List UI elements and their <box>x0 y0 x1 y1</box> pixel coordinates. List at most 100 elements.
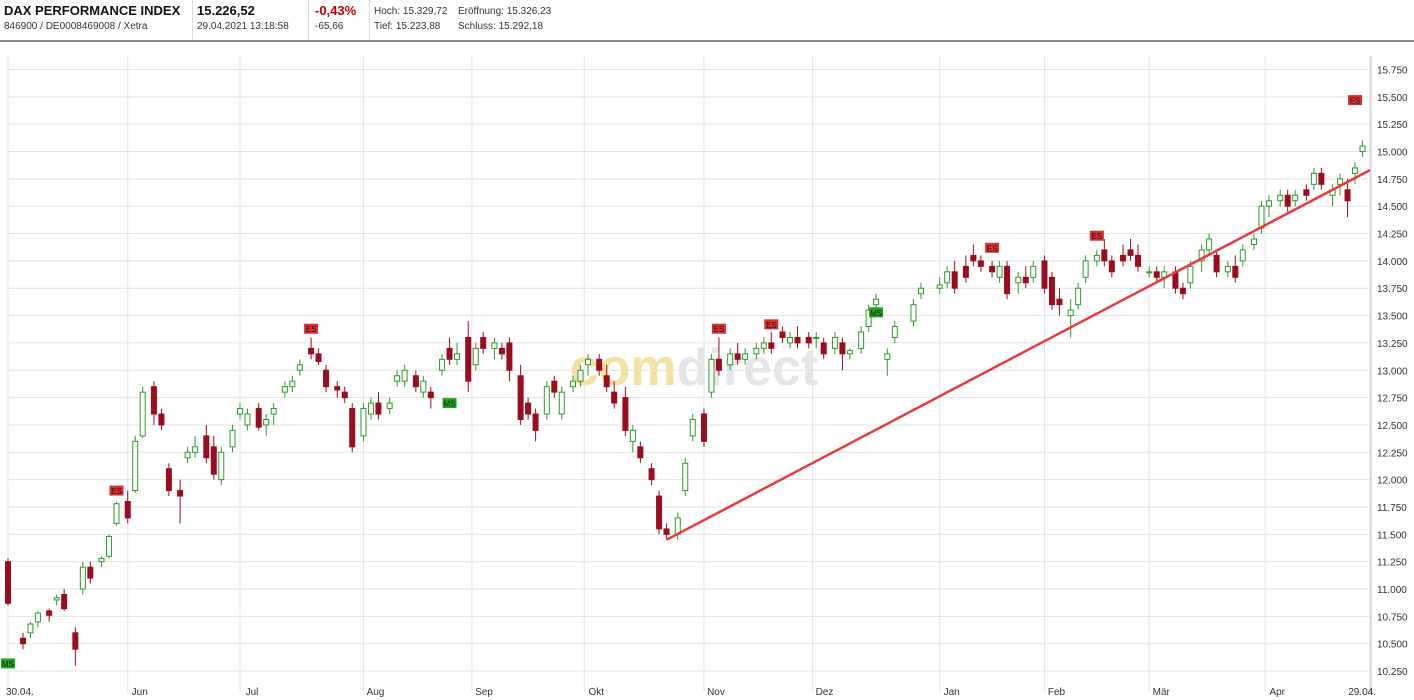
candle <box>150 381 157 425</box>
x-tick-label: Jun <box>132 687 148 698</box>
candle <box>727 348 734 371</box>
candle <box>19 632 26 650</box>
candle-body <box>53 597 60 601</box>
candle-body <box>367 402 374 415</box>
candle <box>1318 167 1325 190</box>
candle <box>637 441 644 464</box>
candle <box>648 463 655 486</box>
candle-body <box>742 353 749 360</box>
signal-badge-bg <box>869 307 884 318</box>
signal-label: MS <box>444 400 456 409</box>
signal-label: ES <box>111 487 122 496</box>
candle <box>263 414 270 436</box>
candle-body <box>61 593 68 610</box>
y-tick-label: 10.500 <box>1377 640 1408 651</box>
y-tick-label: 10.750 <box>1377 612 1408 623</box>
candle <box>401 364 408 387</box>
candle-body <box>596 358 603 371</box>
candle <box>386 397 393 415</box>
candle <box>742 348 749 365</box>
es-signal-badge: ES <box>764 319 779 330</box>
signal-label: ES <box>714 325 725 334</box>
candle-body <box>779 331 786 338</box>
candle-body <box>753 347 760 355</box>
candle <box>1232 255 1239 283</box>
candle <box>46 608 53 622</box>
candle <box>760 337 767 354</box>
candle-body <box>132 440 139 492</box>
candle-body <box>98 557 105 563</box>
candle <box>596 353 603 376</box>
candle-body <box>865 309 872 328</box>
candle <box>734 342 741 365</box>
candle <box>367 397 374 420</box>
price-datetime: 29.04.2021 13:18:58 <box>197 21 289 32</box>
grid <box>7 56 1372 692</box>
candle-body <box>1056 298 1063 306</box>
candle <box>1284 189 1291 212</box>
y-tick-label: 11.000 <box>1377 585 1407 596</box>
candle-body <box>46 610 53 616</box>
candle <box>98 556 105 568</box>
candle <box>689 414 696 442</box>
candle <box>192 435 199 458</box>
candle-body <box>805 336 812 344</box>
candle-body <box>139 391 146 437</box>
candle-body <box>663 528 670 535</box>
candle-body <box>884 353 891 360</box>
candle <box>472 342 479 371</box>
candle <box>289 375 296 393</box>
candle-body <box>648 468 655 481</box>
candle-body <box>558 391 565 415</box>
x-tick-label: Okt <box>588 687 604 698</box>
candle-body <box>734 353 741 360</box>
instrument-name: DAX PERFORMANCE INDEX <box>4 3 181 18</box>
candle <box>1239 244 1246 267</box>
candle <box>831 331 838 354</box>
candle-body <box>439 358 446 371</box>
low-value: Tief: 15.223,88 <box>374 21 441 32</box>
y-tick-label: 14.250 <box>1377 230 1408 241</box>
candle <box>715 337 722 376</box>
candle <box>296 359 303 376</box>
candle <box>498 342 505 360</box>
ms-signal-badge: MS <box>1 658 15 669</box>
support-trendline <box>665 168 1371 541</box>
candle-body <box>1004 265 1011 295</box>
candle-body <box>1135 254 1142 267</box>
x-tick-label: Jan <box>944 687 960 698</box>
candle <box>970 244 977 267</box>
candle-body <box>1213 254 1220 273</box>
candle <box>1359 140 1366 157</box>
candle-body <box>1153 271 1160 278</box>
candle <box>255 403 262 431</box>
candle <box>61 589 68 611</box>
candle-body <box>1048 276 1055 306</box>
signal-badge-bg <box>304 323 319 334</box>
signal-badge-bg <box>1348 95 1363 106</box>
x-tick-label: Dez <box>816 687 834 698</box>
ms-signal-badge: MS <box>442 398 457 409</box>
candle-body <box>427 391 434 399</box>
candle <box>1101 239 1108 267</box>
candle-body <box>858 331 865 349</box>
candle-body <box>394 375 401 382</box>
candle <box>454 342 461 365</box>
candle <box>412 370 419 393</box>
candle-body <box>386 402 393 410</box>
candle-body <box>1067 309 1074 317</box>
candle <box>603 364 610 393</box>
candle <box>72 627 79 666</box>
candle <box>700 408 707 447</box>
candle-body <box>517 375 524 420</box>
candle <box>1251 233 1258 250</box>
candle <box>158 408 165 431</box>
candle <box>1277 189 1284 207</box>
quote-header: DAX PERFORMANCE INDEX 846900 / DE0008469… <box>0 0 1414 40</box>
x-tick-label: Mär <box>1153 687 1171 698</box>
candle-body <box>1093 254 1100 262</box>
candle-body <box>27 623 34 634</box>
candle-body <box>551 380 558 393</box>
candle <box>244 408 251 431</box>
candle-body <box>506 342 513 371</box>
